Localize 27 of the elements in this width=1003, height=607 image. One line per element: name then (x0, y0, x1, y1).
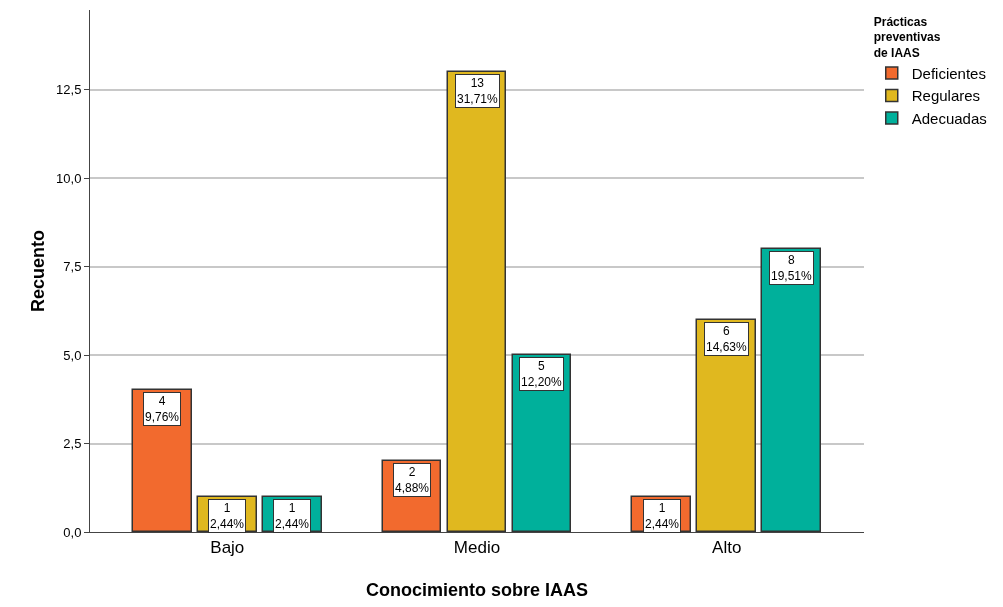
legend-label: Adecuadas (911, 109, 987, 127)
x-axis-title: Conocimiento sobre IAAS (365, 580, 589, 600)
legend-label: Regulares (911, 87, 981, 105)
legend-label: Deficientes (911, 64, 986, 82)
data-label: 13 31,71% (457, 76, 499, 106)
y-tick-label: 12,5 (56, 82, 82, 98)
data-label: 2 4,88% (395, 465, 430, 495)
bar (760, 247, 821, 532)
legend-title: Prácticas preventivas de IAAS (873, 14, 941, 60)
data-label: 1 2,44% (275, 501, 310, 531)
y-tick-label: 5,0 (63, 347, 82, 363)
y-tick-label: 2,5 (63, 436, 82, 452)
x-tick-label: Alto (712, 538, 742, 558)
x-tick-label: Medio (453, 538, 501, 558)
data-label: 6 14,63% (706, 324, 748, 354)
y-tick-label: 10,0 (56, 170, 82, 186)
bar (695, 318, 756, 532)
y-tick-label: 0,0 (63, 524, 82, 540)
data-label: 4 9,76% (145, 394, 180, 424)
data-label: 8 19,51% (771, 253, 813, 283)
data-label: 5 12,20% (521, 359, 563, 389)
data-label: 1 2,44% (645, 501, 680, 531)
y-axis-title: Recuento (28, 229, 48, 313)
x-tick-label: Bajo (210, 538, 245, 558)
bar (446, 70, 506, 532)
y-tick-label: 7,5 (63, 259, 82, 275)
data-label: 1 2,44% (210, 501, 245, 531)
